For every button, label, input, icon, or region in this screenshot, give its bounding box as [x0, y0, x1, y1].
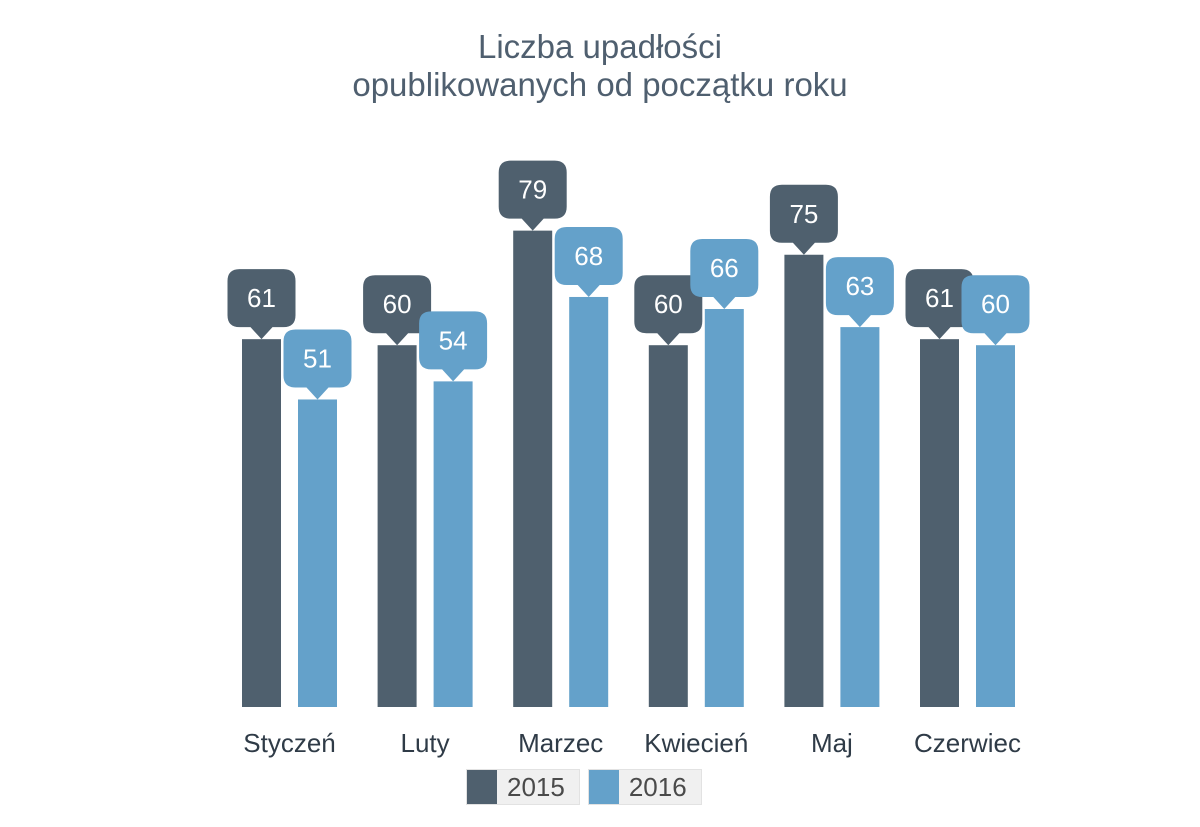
chart-title-line-1: Liczba upadłości	[478, 28, 722, 65]
value-callout-2015-Maj	[769, 184, 838, 255]
value-callout-2016-Kwiecień	[690, 239, 759, 310]
legend-item-2015[interactable]: 2015	[466, 769, 580, 805]
value-callout-2015-Luty	[363, 275, 432, 346]
value-label-2015-Maj: 75	[789, 199, 818, 229]
category-label-Czerwiec: Czerwiec	[914, 728, 1021, 758]
bar-2016-Czerwiec[interactable]	[976, 345, 1015, 707]
value-callout-2016-Styczeń	[283, 329, 352, 400]
value-label-2016-Styczeń: 51	[303, 343, 332, 373]
legend-swatch-2015	[467, 770, 497, 804]
category-label-Luty: Luty	[401, 728, 450, 758]
value-label-2015-Kwiecień: 60	[654, 289, 683, 319]
category-label-Styczeń: Styczeń	[243, 728, 336, 758]
category-label-Kwiecień: Kwiecień	[644, 728, 748, 758]
legend-label-2016: 2016	[628, 771, 687, 802]
value-label-2016-Marzec: 68	[574, 241, 603, 271]
category-label-Marzec: Marzec	[518, 728, 603, 758]
legend-swatch-2016	[588, 770, 619, 804]
bar-2015-Luty[interactable]	[377, 345, 417, 707]
value-callout-2016-Marzec	[554, 226, 623, 297]
bar-2015-Marzec[interactable]	[513, 230, 553, 707]
bar-2015-Kwiecień[interactable]	[648, 345, 688, 707]
value-label-2015-Luty: 60	[383, 289, 412, 319]
value-callout-2016-Czerwiec	[961, 275, 1030, 346]
value-label-2016-Kwiecień: 66	[710, 253, 739, 283]
value-callout-2015-Marzec	[498, 160, 567, 231]
bar-2016-Marzec[interactable]	[569, 296, 609, 707]
value-callout-2016-Maj	[825, 257, 894, 328]
value-label-2015-Czerwiec: 61	[925, 283, 954, 313]
value-callout-2015-Czerwiec	[905, 269, 974, 340]
value-callout-2016-Luty	[419, 311, 488, 382]
value-label-2016-Czerwiec: 60	[981, 289, 1010, 319]
category-label-Maj: Maj	[811, 728, 853, 758]
value-label-2015-Marzec: 79	[518, 175, 547, 205]
value-label-2016-Luty: 54	[439, 325, 468, 355]
value-label-2015-Styczeń: 61	[247, 283, 276, 313]
bar-2015-Czerwiec[interactable]	[920, 339, 959, 707]
bar-2016-Kwiecień[interactable]	[704, 309, 744, 707]
value-label-2016-Maj: 63	[845, 271, 874, 301]
value-callout-2015-Kwiecień	[634, 275, 703, 346]
bar-2015-Styczeń[interactable]	[242, 339, 281, 707]
bar-2016-Maj[interactable]	[840, 327, 880, 707]
bar-2016-Luty[interactable]	[433, 381, 473, 707]
legend: 2015 2016	[466, 769, 702, 805]
bar-2016-Styczeń[interactable]	[298, 399, 337, 707]
chart-title: Liczba upadłości opublikowanych od począ…	[0, 28, 1200, 104]
chart-title-line-2: opublikowanych od początku roku	[352, 66, 848, 103]
legend-item-2016[interactable]: 2016	[587, 769, 702, 805]
bar-2015-Maj[interactable]	[784, 254, 824, 707]
legend-label-2015: 2015	[507, 771, 565, 802]
value-callout-2015-Styczeń	[227, 269, 296, 340]
